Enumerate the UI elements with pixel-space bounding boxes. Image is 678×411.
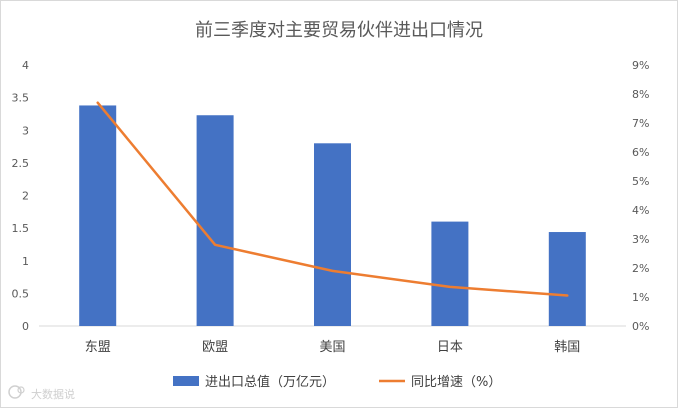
y-right-tick-label: 7% — [632, 117, 649, 130]
y-left-tick-label: 2 — [22, 190, 29, 203]
watermark: 大数据说 — [8, 385, 75, 401]
category-label: 日本 — [437, 340, 463, 355]
watermark-text: 大数据说 — [31, 387, 75, 401]
y-right-tick-label: 9% — [632, 59, 649, 72]
category-label: 美国 — [319, 340, 345, 355]
y-left-tick-label: 1 — [22, 255, 29, 268]
bar-5 — [548, 232, 586, 326]
y-right-tick-label: 4% — [632, 204, 649, 217]
y-right-tick-label: 5% — [632, 175, 649, 188]
legend-label-line: 同比增速（%） — [411, 375, 501, 390]
y-left-tick-label: 3 — [22, 124, 29, 137]
bar-4 — [431, 221, 469, 326]
y-right-tick-label: 6% — [632, 146, 649, 159]
legend-label-bar: 进出口总值（万亿元） — [205, 374, 335, 390]
y-left-tick-label: 2.5 — [12, 157, 30, 170]
y-left-tick-label: 1.5 — [12, 222, 30, 235]
category-label: 东盟 — [85, 340, 111, 355]
y-right-tick-label: 2% — [632, 262, 649, 275]
y-right-tick-label: 1% — [632, 291, 649, 304]
plot-area: 0 0.5 1 1.5 2 2.5 3 3.5 4 0% 1% 2% 3% 4% 5% 6% 7% 8% 9% 东盟 欧… — [12, 59, 650, 355]
y-right-tick-label: 8% — [632, 88, 649, 101]
watermark-logo — [8, 385, 25, 399]
bar-3 — [314, 143, 351, 326]
category-label: 韩国 — [554, 340, 580, 355]
y-left-tick-label: 3.5 — [12, 92, 30, 105]
y-right-tick-label: 3% — [632, 233, 649, 246]
legend: 进出口总值（万亿元） 同比增速（%） — [173, 374, 501, 390]
chart-title: 前三季度对主要贸易伙伴进出口情况 — [195, 20, 483, 41]
y-right-tick-label: 0% — [632, 320, 649, 333]
y-left-tick-label: 0 — [22, 320, 29, 333]
y-left-tick-label: 0.5 — [12, 287, 30, 300]
legend-swatch-bar — [173, 376, 199, 386]
y-left-tick-label: 4 — [22, 59, 29, 72]
bar-1 — [79, 105, 117, 326]
growth-rate-line — [96, 101, 569, 297]
bar-2 — [196, 115, 234, 327]
category-label: 欧盟 — [202, 340, 228, 355]
